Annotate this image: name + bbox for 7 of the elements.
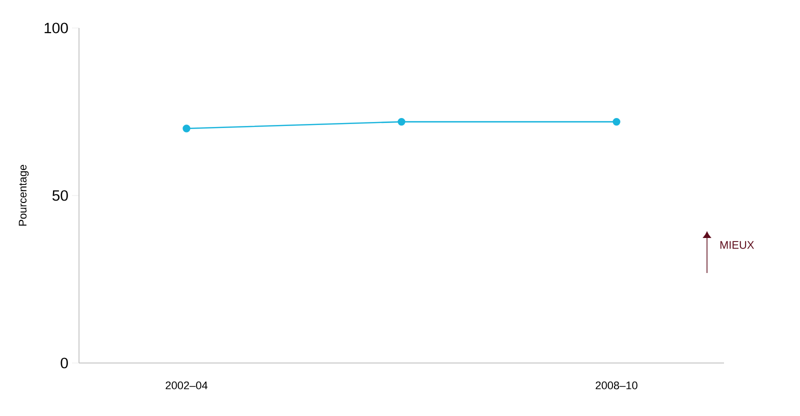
y-tick-label: 50 xyxy=(52,190,68,201)
x-tick-label: 2002–04 xyxy=(166,382,208,390)
x-tick-label: 2008–10 xyxy=(596,382,638,390)
y-tick-label: 0 xyxy=(60,358,68,368)
y-tick-label: 100 xyxy=(44,22,68,34)
annotation: MIEUX xyxy=(720,241,754,249)
y-axis-title: Pourcentage xyxy=(18,164,29,226)
